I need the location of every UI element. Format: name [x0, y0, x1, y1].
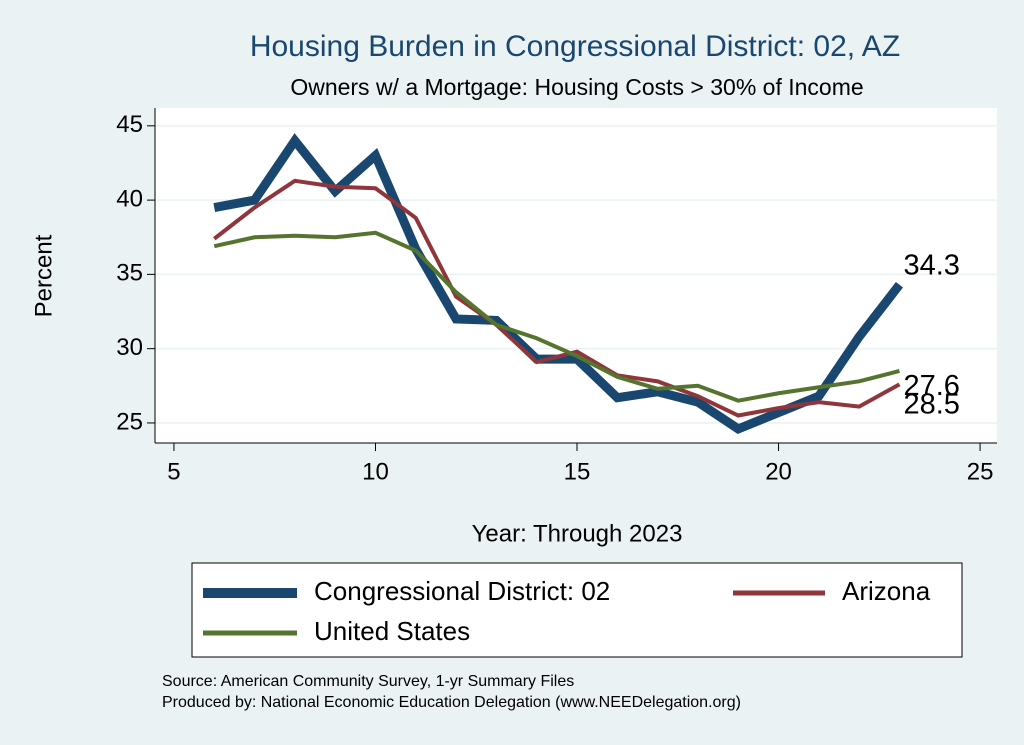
x-tick-label: 5 [167, 458, 180, 485]
series-line [213, 230, 900, 403]
chart-subtitle: Owners w/ a Mortgage: Housing Costs > 30… [290, 74, 863, 100]
x-tick-label: 15 [564, 458, 591, 485]
y-tick-label: 30 [116, 334, 143, 361]
series-line [213, 133, 904, 434]
y-tick-label: 45 [116, 111, 143, 138]
y-axis-label: Percent [30, 234, 57, 317]
y-tick-label: 40 [116, 185, 143, 212]
y-tick-label: 25 [116, 408, 143, 435]
series-line [213, 178, 901, 418]
end-label: 34.3 [903, 249, 959, 281]
end-label: 27.6 [903, 370, 959, 402]
y-tick-label: 35 [116, 260, 143, 287]
x-tick-label: 20 [765, 458, 792, 485]
x-tick-label: 25 [967, 458, 994, 485]
chart-title: Housing Burden in Congressional District… [250, 30, 900, 63]
end-label: 28.5 [903, 389, 959, 421]
legend-label: Congressional District: 02 [314, 576, 610, 606]
legend-label: Arizona [842, 576, 931, 606]
x-tick-label: 10 [362, 458, 389, 485]
legend [191, 562, 963, 658]
producer-note: Produced by: National Economic Education… [162, 694, 741, 711]
plot-area [155, 108, 997, 443]
source-note: Source: American Community Survey, 1-yr … [162, 673, 574, 690]
legend-label: United States [314, 616, 470, 646]
x-axis-label: Year: Through 2023 [472, 520, 683, 547]
